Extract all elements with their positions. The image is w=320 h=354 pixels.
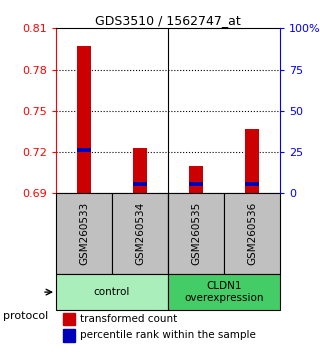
Text: GSM260535: GSM260535 — [191, 202, 201, 265]
Bar — [245, 129, 259, 193]
Bar — [168, 274, 280, 310]
Bar — [189, 166, 203, 193]
Text: protocol: protocol — [3, 311, 48, 321]
Bar — [133, 148, 147, 193]
Text: control: control — [94, 287, 130, 297]
Bar — [112, 193, 168, 274]
Bar — [245, 182, 259, 186]
Bar — [224, 193, 280, 274]
Text: CLDN1
overexpression: CLDN1 overexpression — [184, 281, 264, 303]
Bar — [189, 182, 203, 186]
Bar — [56, 274, 168, 310]
Bar — [77, 46, 91, 193]
Text: percentile rank within the sample: percentile rank within the sample — [79, 331, 255, 341]
Bar — [77, 148, 91, 152]
Text: GSM260533: GSM260533 — [79, 202, 89, 265]
Bar — [63, 329, 75, 342]
Title: GDS3510 / 1562747_at: GDS3510 / 1562747_at — [95, 14, 241, 27]
Bar — [63, 313, 75, 325]
Bar — [168, 193, 224, 274]
Bar — [133, 182, 147, 186]
Bar — [56, 193, 112, 274]
Text: GSM260534: GSM260534 — [135, 202, 145, 265]
Text: GSM260536: GSM260536 — [247, 202, 257, 265]
Text: transformed count: transformed count — [79, 314, 177, 324]
